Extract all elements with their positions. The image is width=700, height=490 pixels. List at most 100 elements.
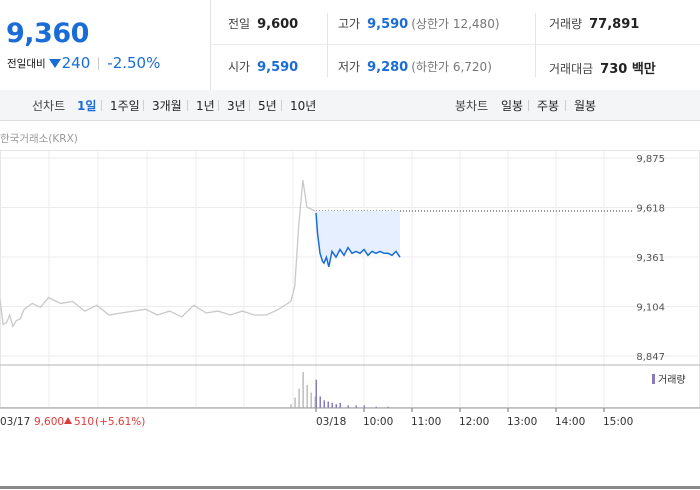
x-tick-label: 14:00 bbox=[555, 416, 585, 428]
x-tick-label: 15:00 bbox=[603, 416, 633, 428]
x-tick-label: 13:00 bbox=[507, 416, 537, 428]
period-3y[interactable]: 3년 bbox=[227, 99, 246, 113]
volume-bar bbox=[294, 397, 296, 408]
price-box: 9,360 전일대비 240 -2.50% bbox=[0, 0, 211, 90]
volume-bar bbox=[319, 396, 321, 408]
period-divider bbox=[101, 100, 102, 111]
x-tick-label: 11:00 bbox=[411, 416, 441, 428]
stat-value: 9,600 bbox=[257, 17, 299, 32]
stat-sub: (상한가 12,480) bbox=[411, 17, 500, 31]
quote-header: 9,360 전일대비 240 -2.50% 전일 9,600 고가 9,590 (상한… bbox=[0, 0, 700, 91]
period-1w[interactable]: 1주일 bbox=[110, 99, 140, 113]
stat-label: 전일 bbox=[228, 17, 251, 31]
down-arrow-icon bbox=[48, 58, 61, 68]
x-axis: 03/18 10:00 11:00 12:00 13:00 14:00 15:00 bbox=[315, 408, 633, 428]
stat-value: 9,280 bbox=[367, 60, 409, 75]
change-amount: 240 bbox=[61, 54, 91, 72]
change-label: 전일대비 bbox=[7, 57, 46, 70]
period-1d[interactable]: 1일 bbox=[77, 99, 97, 113]
stat-label: 시가 bbox=[228, 60, 251, 74]
volume-bar bbox=[298, 388, 300, 408]
stat-open: 시가 9,590 bbox=[228, 58, 298, 75]
y-tick-label: 9,104 bbox=[636, 303, 665, 314]
volume-bar bbox=[310, 392, 312, 408]
y-tick-label: 8,847 bbox=[636, 352, 665, 363]
stat-label: 저가 bbox=[338, 60, 361, 74]
stat-low: 저가 9,280 (하한가 6,720) bbox=[338, 58, 492, 75]
period-divider bbox=[565, 100, 566, 111]
x-tick-label: 12:00 bbox=[459, 416, 489, 428]
x-tick-label: 03/18 bbox=[316, 416, 346, 428]
period-divider bbox=[528, 100, 529, 111]
stat-volume: 거래량 77,891 bbox=[549, 15, 639, 32]
volume-bar bbox=[315, 379, 317, 408]
previous-day-summary: 03/17 9,600 510 (+5.61%) bbox=[0, 416, 145, 428]
volume-bar bbox=[314, 396, 316, 408]
volume-bar bbox=[302, 372, 304, 408]
period-divider bbox=[281, 100, 282, 111]
y-tick-label: 9,361 bbox=[636, 253, 665, 264]
period-5y[interactable]: 5년 bbox=[258, 99, 277, 113]
volume-bar bbox=[327, 401, 329, 408]
period-1y[interactable]: 1년 bbox=[196, 99, 215, 113]
volume-bar bbox=[355, 405, 357, 408]
up-arrow-icon bbox=[64, 417, 72, 424]
today-price-line bbox=[315, 212, 401, 267]
summary-rate: (+5.61%) bbox=[95, 416, 145, 428]
previous-day-line bbox=[0, 180, 316, 329]
period-divider bbox=[143, 100, 144, 111]
period-divider bbox=[187, 100, 188, 111]
line-chart-label: 선차트 bbox=[32, 99, 66, 113]
volume-bars bbox=[290, 372, 389, 408]
summary-close: 9,600 bbox=[34, 416, 64, 428]
volume-bar bbox=[375, 406, 377, 408]
period-divider bbox=[249, 100, 250, 111]
summary-change: 510 bbox=[74, 416, 94, 428]
stat-value: 730 백만 bbox=[600, 62, 656, 77]
period-bar: 선차트 1일 1주일 3개월 1년 3년 5년 10년 봉차트 일봉 주봉 월봉 bbox=[0, 90, 700, 121]
stat-high: 고가 9,590 (상한가 12,480) bbox=[338, 15, 500, 32]
stat-value: 9,590 bbox=[257, 60, 299, 75]
period-10y[interactable]: 10년 bbox=[290, 99, 317, 113]
column-divider bbox=[535, 13, 536, 77]
y-tick-label: 9,618 bbox=[636, 204, 665, 215]
stat-value: 77,891 bbox=[589, 17, 640, 32]
column-divider bbox=[327, 13, 328, 77]
stat-trade-value: 거래대금 730 백만 bbox=[549, 58, 656, 77]
volume-bar bbox=[323, 400, 325, 408]
y-tick-label: 9,875 bbox=[636, 154, 665, 165]
chart-frame bbox=[0, 150, 700, 408]
price-chart: 9,875 9,618 9,361 9,104 8,847 거래량 03/18 10:00… bbox=[0, 150, 700, 428]
change-separator bbox=[98, 56, 100, 70]
stat-prev-close: 전일 9,600 bbox=[228, 15, 298, 32]
volume-bar bbox=[306, 384, 308, 408]
period-divider bbox=[218, 100, 219, 111]
stat-label: 거래대금 bbox=[549, 62, 594, 76]
change-rate: -2.50% bbox=[107, 54, 161, 72]
volume-bar bbox=[363, 405, 365, 408]
today-fill-area bbox=[316, 210, 400, 267]
bottom-border bbox=[0, 486, 700, 489]
volume-bar bbox=[387, 406, 389, 408]
change-row: 전일대비 240 -2.50% bbox=[7, 54, 160, 72]
volume-bar bbox=[335, 404, 337, 408]
period-3m[interactable]: 3개월 bbox=[152, 99, 182, 113]
volume-bar bbox=[331, 402, 333, 408]
candle-chart-label: 봉차트 bbox=[455, 99, 489, 113]
candle-monthly[interactable]: 월봉 bbox=[574, 99, 597, 113]
candle-weekly[interactable]: 주봉 bbox=[537, 99, 560, 113]
volume-legend-label: 거래량 bbox=[658, 374, 686, 386]
x-tick-label: 10:00 bbox=[363, 416, 393, 428]
volume-legend: 거래량 bbox=[652, 374, 686, 386]
volume-legend-swatch bbox=[652, 374, 655, 384]
volume-bar bbox=[290, 404, 292, 408]
exchange-label: 한국거래소(KRX) bbox=[0, 133, 78, 145]
summary-date: 03/17 bbox=[0, 416, 30, 428]
stat-label: 거래량 bbox=[549, 17, 583, 31]
current-price: 9,360 bbox=[6, 18, 89, 49]
row-divider bbox=[211, 44, 700, 45]
chart-grid bbox=[0, 150, 700, 408]
candle-daily[interactable]: 일봉 bbox=[501, 99, 524, 113]
stat-sub: (하한가 6,720) bbox=[411, 60, 492, 74]
stat-value: 9,590 bbox=[367, 17, 409, 32]
